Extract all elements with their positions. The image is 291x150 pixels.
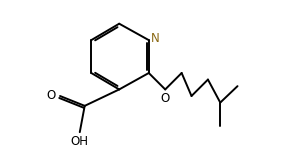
Text: OH: OH (71, 135, 89, 148)
Text: O: O (47, 90, 56, 102)
Text: O: O (161, 92, 170, 105)
Text: N: N (151, 32, 160, 45)
